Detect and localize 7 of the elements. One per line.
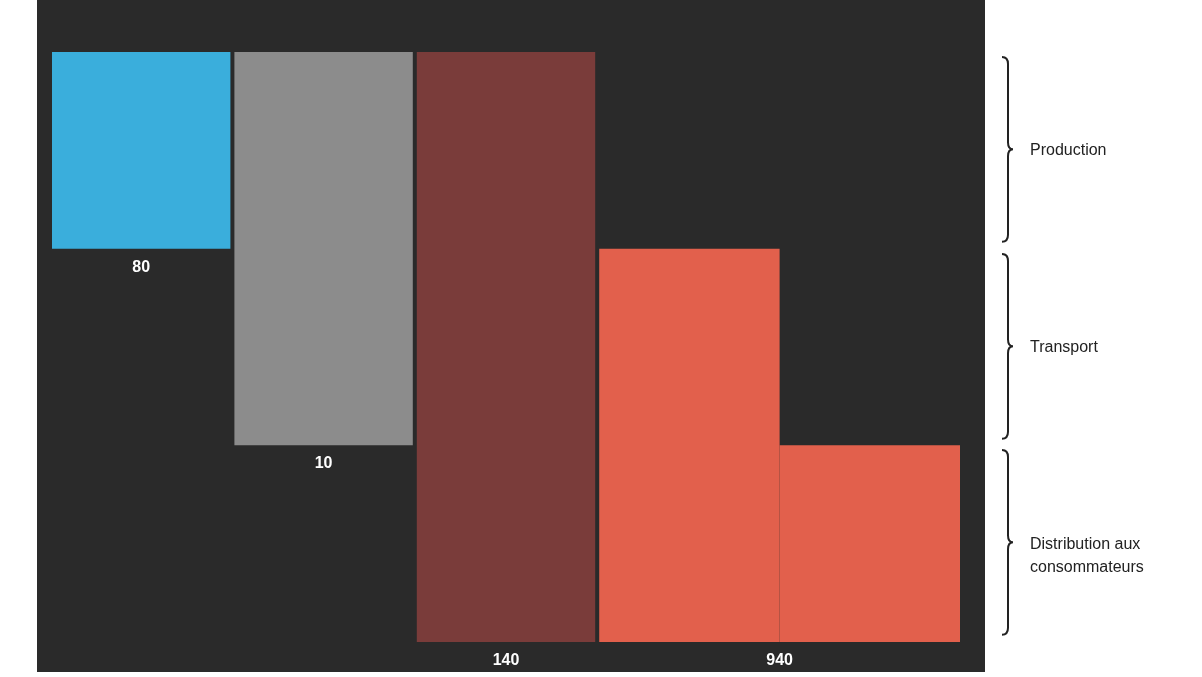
data-label: 940 (766, 651, 794, 668)
category-label: Production (1030, 141, 1107, 159)
data-label: 140 (492, 651, 520, 668)
data-label: 10 (314, 454, 333, 472)
category-label: Transport (1030, 338, 1098, 355)
category-label: Distribution aux consommateurs (1030, 534, 1144, 575)
data-label: 80 (132, 257, 151, 275)
